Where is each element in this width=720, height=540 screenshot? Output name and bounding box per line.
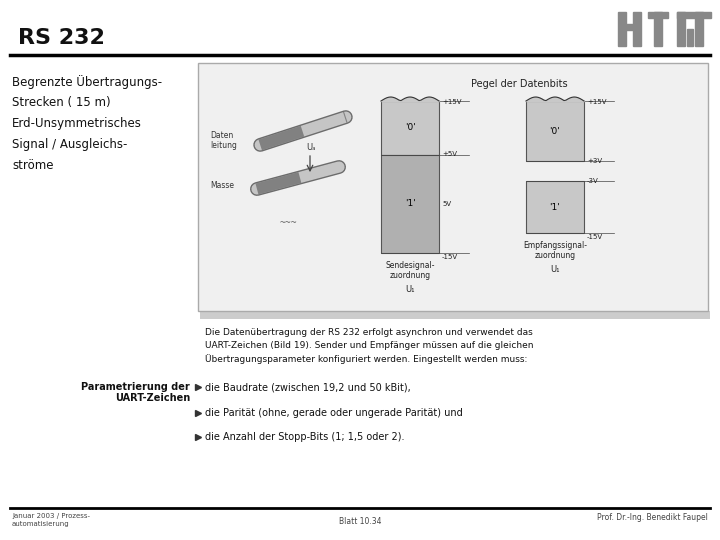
Text: Die Datenübertragung der RS 232 erfolgt asynchron und verwendet das: Die Datenübertragung der RS 232 erfolgt … (205, 328, 533, 337)
Text: Übertragungsparameter konfiguriert werden. Eingestellt werden muss:: Übertragungsparameter konfiguriert werde… (205, 354, 527, 364)
Text: +15V: +15V (587, 99, 606, 105)
Text: Pegel der Datenbits: Pegel der Datenbits (471, 79, 567, 89)
Bar (633, 12, 641, 46)
Bar (695, 12, 703, 46)
Text: Begrenzte Übertragungs-: Begrenzte Übertragungs- (12, 75, 162, 89)
Text: '1': '1' (405, 199, 415, 208)
Bar (677, 12, 711, 18)
Text: Blatt 10.34: Blatt 10.34 (338, 517, 382, 526)
Text: UART-Zeichen: UART-Zeichen (114, 393, 190, 403)
Text: Daten
leitung: Daten leitung (210, 131, 237, 151)
Text: Empfangssignal-
zuordnung: Empfangssignal- zuordnung (523, 241, 587, 260)
Bar (648, 12, 668, 18)
Text: die Anzahl der Stopp-Bits (1; 1,5 oder 2).: die Anzahl der Stopp-Bits (1; 1,5 oder 2… (205, 432, 405, 442)
Bar (618, 12, 626, 46)
Text: -3V: -3V (587, 178, 599, 184)
Text: automatisierung: automatisierung (12, 521, 70, 527)
Text: Erd-Unsymmetrisches: Erd-Unsymmetrisches (12, 117, 142, 130)
Text: Prof. Dr.-Ing. Benedikt Faupel: Prof. Dr.-Ing. Benedikt Faupel (597, 513, 708, 522)
Bar (381, 155, 439, 253)
Text: -15V: -15V (442, 254, 458, 260)
Text: U₁: U₁ (550, 265, 559, 274)
Text: '0': '0' (549, 126, 560, 136)
Text: +5V: +5V (442, 151, 457, 157)
Text: Januar 2003 / Prozess-: Januar 2003 / Prozess- (12, 513, 90, 519)
Text: die Baudrate (zwischen 19,2 und 50 kBit),: die Baudrate (zwischen 19,2 und 50 kBit)… (205, 382, 410, 392)
Text: ströme: ströme (12, 159, 53, 172)
Text: Masse: Masse (210, 181, 234, 190)
Text: +15V: +15V (442, 99, 462, 105)
Text: +3V: +3V (587, 158, 602, 164)
Text: Sendesignal-
zuordnung: Sendesignal- zuordnung (385, 261, 435, 280)
Bar (677, 12, 685, 46)
Bar (381, 101, 439, 155)
Text: '0': '0' (405, 124, 415, 132)
Text: Uₐ: Uₐ (306, 143, 315, 152)
Text: Strecken ( 15 m): Strecken ( 15 m) (12, 96, 111, 109)
Bar (526, 101, 584, 161)
Text: RS 232: RS 232 (18, 28, 105, 48)
Bar (198, 63, 708, 311)
Text: -15V: -15V (587, 234, 603, 240)
Text: U₁: U₁ (405, 285, 415, 294)
Bar (526, 181, 584, 233)
Bar (200, 311, 710, 319)
Text: 5V: 5V (442, 201, 451, 207)
Bar (654, 12, 662, 46)
Bar (626, 24, 633, 30)
Text: '1': '1' (549, 202, 560, 212)
Text: UART-Zeichen (Bild 19). Sender und Empfänger müssen auf die gleichen: UART-Zeichen (Bild 19). Sender und Empfä… (205, 341, 534, 350)
Bar (687, 29, 693, 46)
Text: Signal / Ausgleichs-: Signal / Ausgleichs- (12, 138, 127, 151)
Text: ~~~: ~~~ (280, 218, 297, 228)
Text: die Parität (ohne, gerade oder ungerade Parität) und: die Parität (ohne, gerade oder ungerade … (205, 408, 463, 418)
Text: Parametrierung der: Parametrierung der (81, 382, 190, 392)
